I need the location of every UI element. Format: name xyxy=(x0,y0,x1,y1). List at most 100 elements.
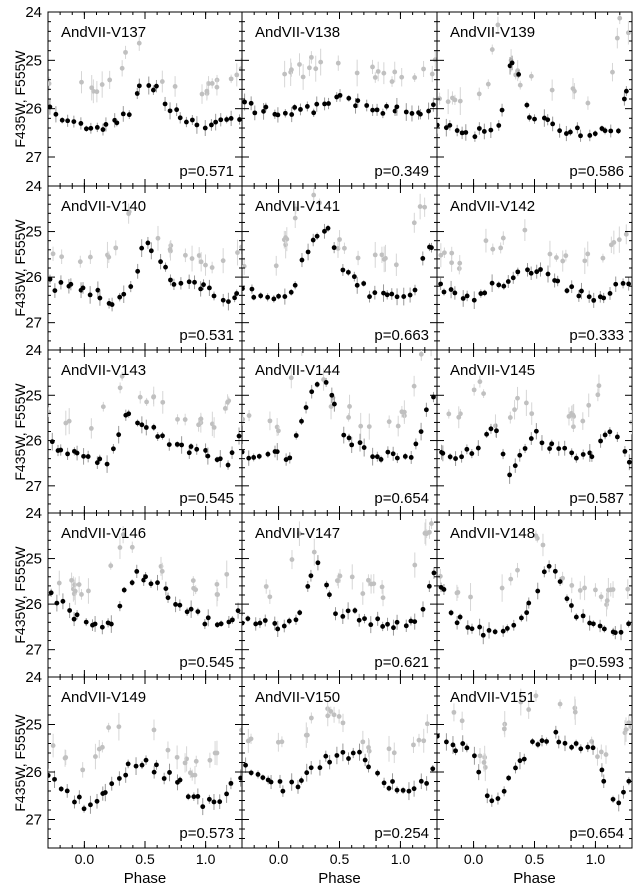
primary-point xyxy=(134,568,140,574)
secondary-point xyxy=(438,252,444,258)
primary-point xyxy=(228,780,234,786)
data-points xyxy=(242,350,436,466)
primary-point xyxy=(400,787,406,793)
primary-point xyxy=(309,389,315,395)
primary-point xyxy=(80,285,86,291)
data-points xyxy=(437,688,632,812)
primary-point xyxy=(228,116,234,121)
secondary-point xyxy=(209,421,215,427)
period-label: p=0.654 xyxy=(569,825,624,842)
primary-point xyxy=(154,83,159,89)
primary-point xyxy=(218,117,224,123)
secondary-point xyxy=(209,265,215,270)
primary-point xyxy=(501,788,507,794)
secondary-point xyxy=(580,418,586,424)
primary-point xyxy=(535,742,541,747)
secondary-point xyxy=(267,594,273,600)
secondary-point xyxy=(48,81,52,86)
secondary-point xyxy=(117,385,123,391)
secondary-point xyxy=(182,760,188,766)
primary-point xyxy=(623,88,629,94)
secondary-point xyxy=(300,74,306,80)
secondary-point xyxy=(182,417,188,422)
secondary-point xyxy=(50,743,56,748)
panel-title: AndVII-V141 xyxy=(255,198,340,215)
secondary-point xyxy=(248,736,254,742)
panel-AndVII-V146: 24 25 26 27 AndVII-V146 p=0.545 xyxy=(25,505,243,678)
primary-point xyxy=(402,454,408,459)
secondary-point xyxy=(199,91,205,97)
primary-point xyxy=(602,128,608,134)
primary-point xyxy=(218,621,224,627)
primary-point xyxy=(361,281,367,286)
x-axis-label: Phase xyxy=(513,870,556,887)
primary-point xyxy=(471,297,477,303)
primary-point xyxy=(469,626,475,632)
secondary-point xyxy=(416,737,422,743)
primary-point xyxy=(179,442,185,448)
secondary-point xyxy=(342,245,347,251)
primary-point xyxy=(324,582,329,588)
primary-point xyxy=(94,798,100,804)
primary-point xyxy=(394,455,400,461)
primary-point xyxy=(94,460,100,466)
y-axis-label: F435W, F555W xyxy=(12,546,28,644)
primary-point xyxy=(408,618,414,624)
primary-point xyxy=(188,606,194,612)
primary-point xyxy=(573,614,579,620)
panel-title: AndVII-V150 xyxy=(255,689,340,706)
primary-point xyxy=(506,775,512,781)
primary-point xyxy=(202,125,208,131)
primary-point xyxy=(100,127,106,132)
primary-point xyxy=(242,449,245,455)
primary-point xyxy=(500,628,506,634)
primary-point xyxy=(380,110,386,116)
secondary-point xyxy=(307,65,312,71)
secondary-point xyxy=(159,568,165,574)
primary-point xyxy=(52,288,58,293)
secondary-point xyxy=(429,71,435,77)
secondary-point xyxy=(593,587,598,593)
panel-title: AndVII-V149 xyxy=(61,689,146,706)
primary-point xyxy=(476,126,482,131)
primary-point xyxy=(299,418,304,424)
secondary-point xyxy=(366,577,371,583)
primary-point xyxy=(448,287,454,292)
primary-point xyxy=(323,379,329,385)
primary-point xyxy=(372,290,378,296)
secondary-point xyxy=(69,577,74,583)
primary-point xyxy=(97,295,103,301)
primary-point xyxy=(390,779,395,784)
secondary-point xyxy=(93,754,98,759)
primary-point xyxy=(125,761,131,767)
primary-point xyxy=(188,444,194,449)
primary-point xyxy=(97,456,103,462)
primary-point xyxy=(602,432,608,438)
secondary-point xyxy=(214,581,220,587)
x-tick-label: 0.0 xyxy=(269,851,289,867)
secondary-point xyxy=(113,245,119,251)
primary-point xyxy=(209,122,214,128)
panel-AndVII-V138: AndVII-V138 p=0.349 xyxy=(241,11,438,187)
primary-point xyxy=(88,125,94,131)
secondary-point xyxy=(549,87,555,93)
primary-point xyxy=(411,786,417,792)
secondary-point xyxy=(292,215,298,221)
primary-point xyxy=(139,762,145,768)
period-label: p=0.621 xyxy=(374,654,429,671)
data-points xyxy=(48,526,241,635)
primary-point xyxy=(460,741,466,746)
primary-point xyxy=(613,281,619,287)
secondary-point xyxy=(626,720,632,726)
primary-point xyxy=(65,118,71,124)
primary-point xyxy=(590,745,596,751)
primary-point xyxy=(71,119,77,124)
secondary-point xyxy=(566,414,572,419)
primary-point xyxy=(186,279,192,285)
secondary-point xyxy=(311,192,317,198)
secondary-point xyxy=(76,582,82,587)
primary-point xyxy=(403,109,409,115)
primary-point xyxy=(515,269,521,275)
primary-point xyxy=(553,729,559,735)
primary-point xyxy=(304,770,310,776)
